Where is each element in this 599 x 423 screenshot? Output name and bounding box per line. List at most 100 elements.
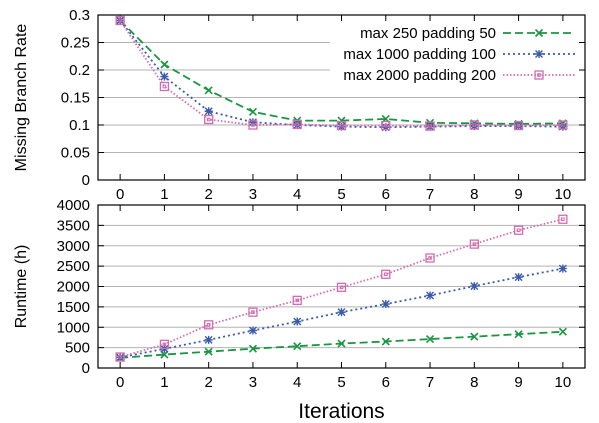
x-axis-label: Iterations	[298, 400, 384, 423]
x-tick-label: 7	[426, 374, 434, 391]
legend-marker	[534, 70, 544, 80]
x-tick-label: 4	[293, 374, 301, 391]
y-tick-label: 0	[82, 360, 90, 377]
data-point	[558, 327, 567, 336]
data-point	[115, 15, 125, 26]
legend-marker	[534, 28, 544, 38]
y-tick-label: 3000	[57, 238, 90, 255]
x-tick-label: 1	[160, 374, 168, 391]
series-line	[119, 19, 563, 129]
data-point	[426, 291, 435, 300]
data-point	[115, 352, 125, 362]
data-point	[514, 330, 523, 339]
data-point-inner	[251, 123, 255, 127]
x-tick-label: 2	[205, 186, 213, 203]
x-tick-label: 2	[205, 374, 213, 391]
data-point-inner	[118, 355, 122, 359]
data-point	[513, 225, 524, 235]
data-point	[337, 308, 346, 317]
data-point-inner	[516, 228, 521, 233]
data-point-inner	[383, 123, 388, 128]
data-point-inner	[162, 342, 167, 347]
x-tick-label: 10	[555, 186, 572, 203]
series-line	[119, 218, 564, 358]
data-point	[558, 120, 568, 130]
data-point	[425, 335, 435, 344]
data-point	[381, 337, 390, 346]
y-tick-label: 0.1	[69, 117, 90, 134]
data-point-inner	[339, 285, 344, 290]
data-point-inner	[251, 310, 255, 314]
data-point	[248, 118, 257, 127]
data-point-inner	[472, 242, 477, 246]
y-tick-label: 0.2	[69, 62, 90, 79]
x-tick-label: 8	[470, 374, 478, 391]
plot-frame	[97, 204, 586, 369]
legend-label: max 2000 padding 200	[343, 67, 496, 84]
y-tick-label: 0.3	[69, 7, 90, 24]
data-point	[204, 114, 214, 125]
x-tick-label: 10	[555, 374, 572, 391]
plot-frame	[97, 14, 586, 181]
x-tick-label: 0	[116, 186, 124, 203]
data-point	[381, 300, 390, 309]
x-tick-label: 9	[514, 186, 522, 203]
data-point-inner	[516, 123, 521, 128]
x-tick-label: 9	[514, 374, 522, 391]
data-point	[204, 86, 213, 95]
data-point-inner	[472, 123, 477, 127]
series-line	[119, 19, 563, 125]
data-point	[159, 81, 170, 92]
legend-label: max 250 padding 50	[360, 25, 496, 42]
data-point	[336, 120, 347, 131]
y-tick-label: 1500	[57, 299, 90, 316]
data-point	[558, 264, 567, 273]
y-tick-label: 0	[82, 172, 90, 189]
data-point	[292, 119, 302, 130]
data-point	[204, 335, 213, 344]
data-point	[159, 339, 170, 350]
data-point	[116, 353, 125, 362]
legend-marker-inner	[537, 73, 541, 77]
y-tick-label: 3500	[57, 217, 90, 234]
data-point	[293, 121, 302, 129]
data-point	[204, 320, 214, 330]
data-point	[204, 347, 213, 356]
data-point	[293, 342, 302, 351]
y-tick-label: 500	[65, 340, 90, 357]
y-tick-label: 1000	[57, 319, 90, 336]
data-point	[160, 60, 169, 69]
missing-branch-rate-panel: 0 0.05 0.1 0.15 0.2 0.25 0.3 0 1 2 3 4 5 6 7 8 9 10 Missin…	[13, 7, 586, 203]
data-point	[513, 120, 524, 131]
data-point	[116, 16, 125, 25]
data-point	[248, 120, 258, 130]
data-point-inner	[383, 272, 388, 277]
data-point	[558, 214, 568, 224]
data-point	[336, 282, 347, 292]
data-point	[514, 273, 523, 282]
data-point-inner	[206, 117, 211, 122]
x-tick-label: 5	[337, 374, 345, 391]
data-point-inner	[339, 123, 344, 128]
y-tick-label: 0.25	[61, 35, 90, 52]
x-tick-label: 5	[337, 186, 345, 203]
series-line	[120, 330, 563, 359]
data-point-inner	[162, 84, 167, 89]
data-point	[425, 253, 435, 263]
x-tick-label: 3	[249, 374, 257, 391]
data-point	[470, 282, 479, 291]
data-point	[425, 121, 435, 131]
y-tick-label: 0.15	[61, 90, 90, 107]
y-tick-label: 2500	[57, 258, 90, 275]
data-point-inner	[428, 124, 432, 128]
legend-marker	[535, 50, 543, 58]
legend-label: max 1000 padding 100	[343, 46, 496, 63]
data-point	[469, 239, 479, 249]
x-tick-label: 4	[293, 186, 301, 203]
data-point	[426, 122, 435, 131]
data-point	[248, 107, 258, 116]
data-point	[337, 116, 346, 125]
y-axis-label: Missing Branch Rate	[13, 24, 30, 172]
data-point-inner	[428, 256, 432, 260]
data-point	[293, 317, 302, 326]
